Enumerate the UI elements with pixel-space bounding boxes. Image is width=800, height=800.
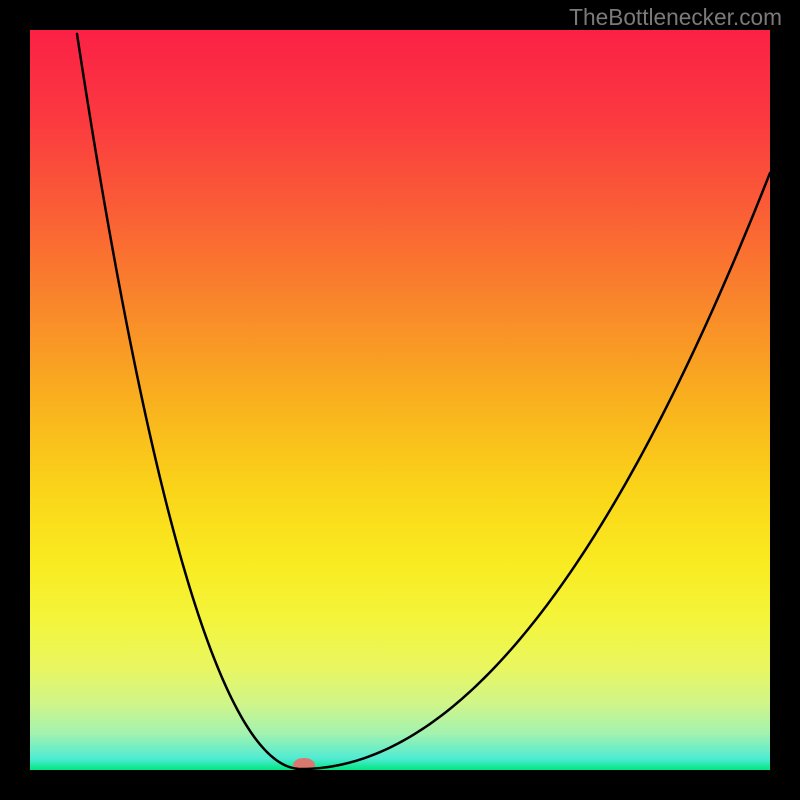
plot-area xyxy=(30,30,770,770)
watermark-text: TheBottlenecker.com xyxy=(569,4,782,31)
bottleneck-curve xyxy=(30,30,770,770)
